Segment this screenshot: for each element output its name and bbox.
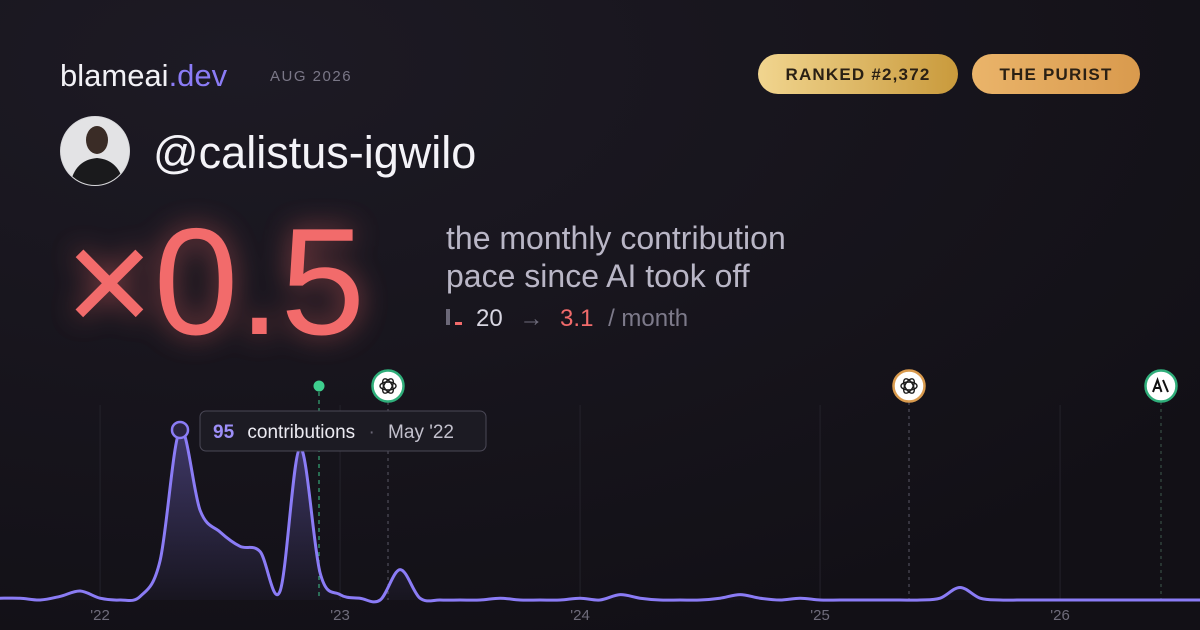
multiplier: ×0.5	[65, 197, 365, 367]
pace-after: 3.1	[560, 305, 593, 332]
highlight-point	[170, 420, 190, 440]
x-tick-label: '23	[330, 607, 350, 624]
pace-before: 20	[476, 305, 503, 332]
event-dot	[313, 380, 325, 392]
brand: blameai.dev	[60, 58, 228, 93]
openai-icon	[892, 369, 926, 403]
arrow: →	[519, 305, 543, 332]
tooltip: 95 contributions · May '22	[199, 410, 487, 452]
pace-icon	[446, 309, 462, 325]
badge-text: RANKED #2,372	[785, 65, 930, 84]
caption: pace since AI took off	[446, 258, 750, 294]
caption: the monthly contribution	[446, 220, 786, 256]
tooltip-text: 95 contributions · May '22	[213, 422, 454, 443]
area	[0, 429, 1200, 602]
avatar	[60, 116, 130, 186]
tooltip-sep: ·	[368, 422, 374, 443]
openai-icon	[371, 369, 405, 403]
date: AUG 2026	[270, 68, 352, 85]
tooltip-box	[199, 410, 487, 452]
unit: / month	[608, 305, 688, 332]
x-tick-label: '22	[90, 607, 110, 624]
handle: @calistus-igwilo	[153, 127, 476, 178]
x-tick-label: '25	[810, 607, 830, 624]
anthropic-icon	[1144, 369, 1178, 403]
events	[313, 369, 1178, 600]
line	[0, 428, 1200, 604]
multiplier-glow: ×0.5	[65, 197, 365, 367]
badge-text: THE PURIST	[999, 65, 1112, 84]
brand-tld: .dev	[169, 58, 228, 93]
tooltip-series: contributions	[247, 422, 355, 443]
plot	[0, 420, 1200, 604]
brand-name: blameai	[60, 58, 169, 93]
badge	[758, 54, 958, 94]
tooltip-date: May '22	[388, 422, 454, 443]
x-tick-label: '26	[1050, 607, 1070, 624]
x-tick-label: '24	[570, 607, 590, 624]
badge	[972, 54, 1140, 94]
pace: 20 → 3.1 / month	[476, 305, 688, 332]
tooltip-value: 95	[213, 422, 235, 443]
